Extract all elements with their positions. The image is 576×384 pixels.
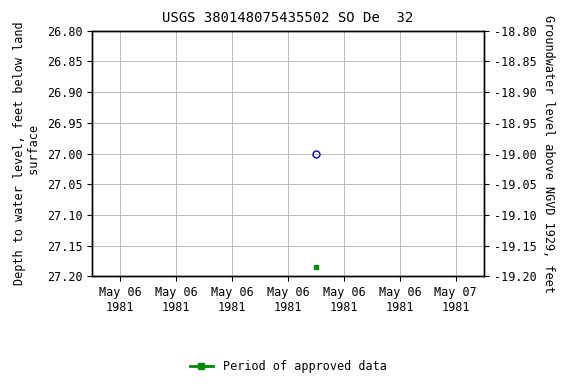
Legend: Period of approved data: Period of approved data [185,356,391,378]
Y-axis label: Groundwater level above NGVD 1929, feet: Groundwater level above NGVD 1929, feet [542,15,555,293]
Y-axis label: Depth to water level, feet below land
 surface: Depth to water level, feet below land su… [13,22,41,285]
Title: USGS 380148075435502 SO De  32: USGS 380148075435502 SO De 32 [162,12,414,25]
